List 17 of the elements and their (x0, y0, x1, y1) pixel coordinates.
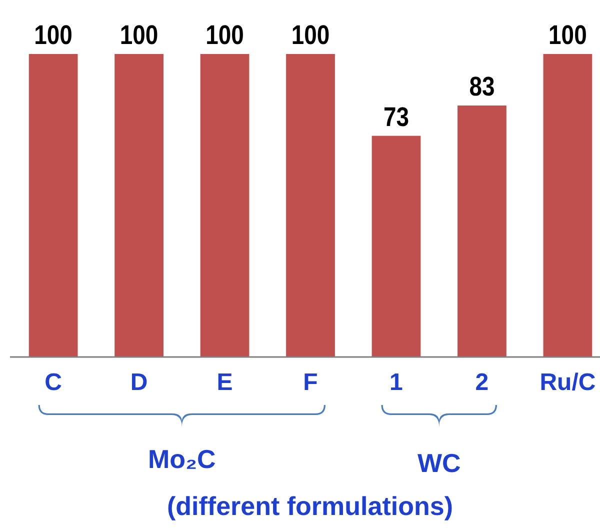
data-label: 73 (383, 102, 410, 132)
x-tick-label: C (44, 369, 62, 396)
x-tick-label: F (303, 369, 318, 396)
x-tick-label: 2 (475, 369, 489, 396)
text: (different formulations) (167, 491, 453, 521)
x-tick-label: Ru/C (540, 369, 596, 396)
data-label: 100 (120, 20, 158, 50)
x-tick-label: 1 (390, 369, 403, 396)
data-label: 100 (291, 20, 330, 50)
data-label: 100 (206, 20, 244, 50)
data-label: 100 (548, 20, 587, 50)
data-label: 100 (34, 20, 72, 50)
x-tick-label: D (130, 369, 148, 396)
text: Mo₂C (148, 444, 216, 474)
text: WC (417, 448, 461, 478)
x-tick-label: E (216, 369, 233, 396)
data-label: 83 (469, 72, 495, 102)
